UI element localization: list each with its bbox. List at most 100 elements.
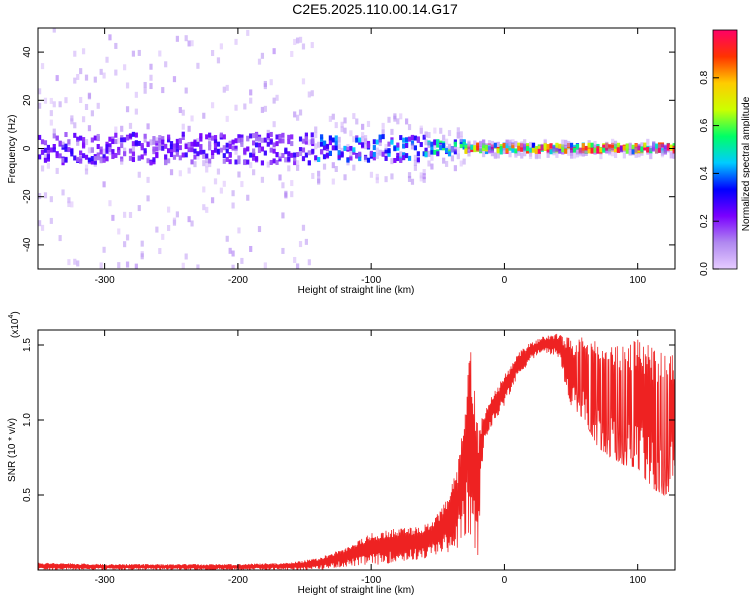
heatmap-cell — [120, 158, 124, 165]
heatmap-cell — [108, 136, 112, 142]
heatmap-cell — [40, 63, 45, 70]
heatmap-cell — [479, 140, 483, 147]
heatmap-cell — [99, 146, 103, 152]
heatmap-cell — [40, 165, 45, 172]
heatmap-cell — [569, 146, 574, 153]
snr-panel: -300 -200 -100 0 100 0.5 1.0 1.5 Height of str… — [7, 311, 676, 596]
heatmap-cell — [64, 132, 68, 138]
heatmap-cell — [543, 143, 547, 149]
heatmap-cell — [205, 166, 209, 173]
heatmap-cell — [52, 28, 56, 33]
heatmap-cell — [369, 171, 374, 178]
heatmap-cell — [38, 193, 42, 200]
heatmap-cell — [234, 148, 238, 155]
heatmap-cell — [146, 176, 150, 183]
heatmap-cell — [328, 135, 332, 141]
heatmap-cell — [334, 165, 338, 172]
heatmap-cell — [99, 262, 103, 269]
heatmap-cell — [537, 152, 541, 159]
heatmap-cell — [575, 144, 580, 150]
heatmap-cell — [402, 143, 406, 149]
heatmap-cell — [90, 156, 94, 162]
heatmap-cell — [96, 152, 100, 158]
heatmap-cell — [193, 141, 197, 147]
heatmap-cell — [193, 154, 197, 160]
heatmap-cell — [146, 123, 150, 130]
x-tick-label: -200 — [228, 575, 248, 586]
heatmap-cell — [55, 167, 59, 174]
heatmap-cell — [184, 253, 188, 260]
heatmap-cell — [257, 58, 262, 65]
heatmap-cell — [225, 115, 229, 122]
heatmap-cell — [430, 149, 434, 155]
heatmap-cell — [416, 138, 420, 144]
heatmap-cell — [257, 136, 262, 142]
heatmap-cell — [164, 61, 168, 68]
heatmap-cell — [517, 145, 521, 151]
heatmap-cell — [249, 162, 253, 169]
heatmap-cell — [134, 132, 138, 138]
heatmap-cell — [450, 146, 455, 153]
heatmap-cell — [578, 147, 582, 154]
heatmap-cell — [284, 147, 288, 153]
heatmap-cell — [459, 135, 463, 142]
heatmap-cell — [584, 145, 588, 151]
heatmap-cell — [123, 137, 127, 143]
spectrogram-x-label: Height of straight line (km) — [298, 285, 415, 296]
heatmap-cell — [120, 137, 124, 143]
heatmap-cell — [436, 142, 440, 148]
heatmap-cell — [246, 194, 250, 201]
heatmap-cell — [108, 143, 112, 149]
heatmap-cell — [196, 151, 200, 157]
heatmap-cell — [49, 196, 53, 203]
heatmap-cell — [243, 160, 247, 166]
heatmap-cell — [419, 175, 423, 182]
heatmap-cell — [184, 87, 188, 94]
heatmap-cell — [205, 134, 209, 140]
heatmap-cell — [407, 136, 412, 142]
heatmap-cell — [146, 158, 150, 164]
heatmap-cell — [49, 97, 53, 104]
heatmap-cell — [128, 133, 133, 139]
heatmap-cell — [456, 127, 460, 134]
heatmap-cell — [79, 150, 83, 156]
heatmap-cell — [361, 123, 365, 130]
heatmap-cell — [319, 134, 324, 140]
heatmap-cell — [587, 142, 591, 148]
heatmap-cell — [447, 151, 452, 157]
heatmap-cell — [128, 148, 133, 154]
heatmap-cell — [416, 151, 420, 157]
heatmap-cell — [605, 141, 609, 148]
heatmap-cell — [81, 116, 86, 123]
heatmap-cell — [208, 135, 212, 141]
heatmap-cell — [413, 135, 418, 141]
heatmap-cell — [505, 143, 509, 149]
heatmap-cell — [508, 139, 512, 146]
heatmap-cell — [272, 97, 276, 104]
heatmap-cell — [161, 87, 165, 94]
heatmap-cell — [528, 147, 533, 153]
heatmap-cell — [225, 235, 229, 242]
heatmap-cell — [340, 147, 344, 154]
heatmap-cell — [493, 151, 497, 158]
heatmap-cell — [307, 91, 311, 98]
heatmap-cell — [61, 141, 65, 148]
heatmap-cell — [228, 152, 232, 158]
heatmap-cell — [637, 143, 641, 150]
heatmap-cell — [81, 153, 86, 159]
heatmap-cell — [555, 145, 559, 152]
heatmap-cell — [181, 109, 185, 116]
heatmap-cell — [484, 149, 489, 155]
heatmap-cell — [181, 262, 185, 269]
heatmap-cell — [590, 148, 594, 154]
heatmap-cell — [482, 146, 486, 152]
heatmap-cell — [249, 245, 253, 252]
heatmap-cell — [272, 142, 276, 148]
heatmap-cell — [146, 142, 150, 148]
heatmap-cell — [590, 142, 594, 148]
heatmap-cell — [105, 148, 109, 154]
heatmap-cell — [528, 141, 533, 148]
heatmap-cell — [234, 145, 238, 151]
heatmap-cell — [131, 141, 136, 147]
heatmap-cell — [349, 150, 353, 157]
